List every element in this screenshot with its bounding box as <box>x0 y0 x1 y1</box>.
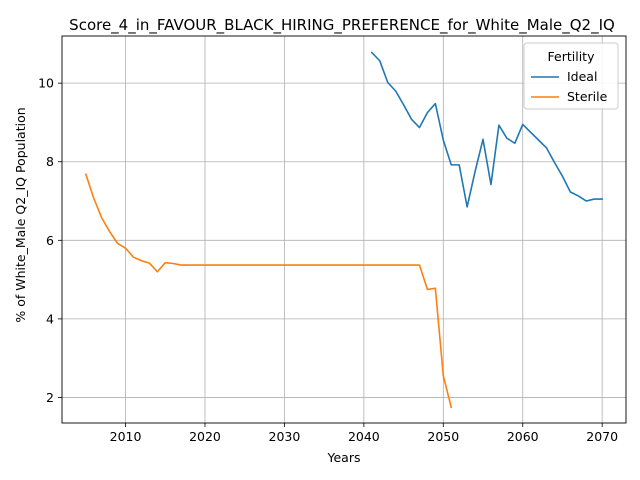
x-tick-label: 2060 <box>507 429 539 444</box>
legend-label-sterile: Sterile <box>567 89 608 104</box>
series-line-sterile <box>84 173 453 409</box>
legend-label-ideal: Ideal <box>567 69 597 84</box>
y-tick-label: 2 <box>46 390 54 405</box>
y-tick-label: 8 <box>46 154 54 169</box>
y-tick-label: 10 <box>38 76 54 91</box>
series-line-ideal <box>370 51 603 208</box>
y-tick-label: 6 <box>46 233 54 248</box>
x-axis-label: Years <box>327 450 361 465</box>
x-tick-label: 2020 <box>189 429 221 444</box>
x-tick-label: 2040 <box>348 429 380 444</box>
x-tick-label: 2030 <box>269 429 301 444</box>
y-tick-label: 4 <box>46 311 54 326</box>
grid <box>62 36 626 423</box>
x-tick-label: 2070 <box>586 429 618 444</box>
plot-frame <box>61 35 627 424</box>
series-layer <box>84 51 603 409</box>
chart-title: Score_4_in_FAVOUR_BLACK_HIRING_PREFERENC… <box>69 16 615 35</box>
legend-title: Fertility <box>548 49 596 64</box>
legend-box <box>523 42 619 110</box>
legend: Fertility Ideal Sterile <box>523 42 619 110</box>
y-axis-label: % of White_Male Q2_IQ Population <box>13 107 28 322</box>
x-tick-label: 2010 <box>110 429 142 444</box>
legend-entries: Ideal Sterile <box>531 69 608 104</box>
x-tick-label: 2050 <box>427 429 459 444</box>
ticks: 2010 2020 2030 2040 2050 2060 2070 2 4 6 8 10 <box>38 76 618 444</box>
